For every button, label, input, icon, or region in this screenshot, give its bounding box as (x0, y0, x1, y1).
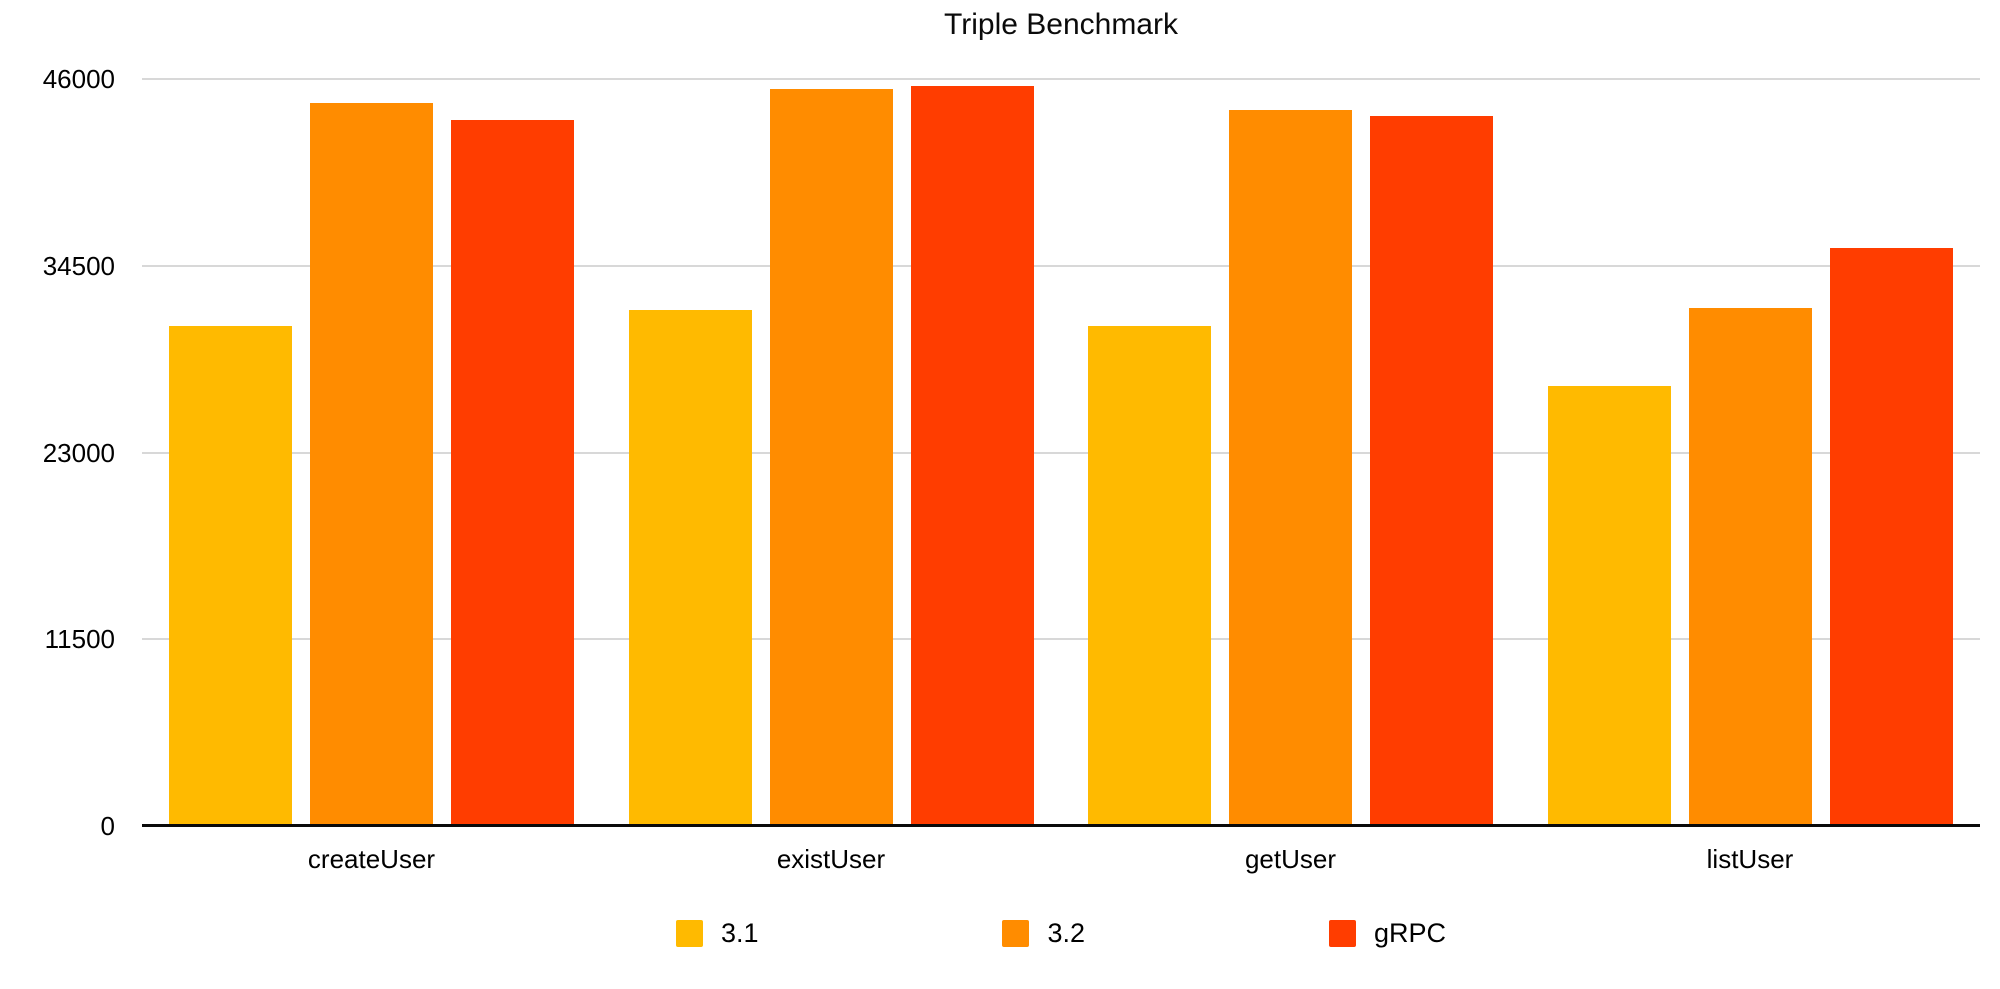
legend-item-3.2: 3.2 (1002, 918, 1085, 949)
chart-title: Triple Benchmark (944, 8, 1178, 41)
legend-swatch-icon (1329, 920, 1357, 947)
x-axis-label-getUser: getUser (1244, 844, 1337, 874)
bar-listUser-3.2 (1688, 307, 1812, 826)
legend: 3.1 3.2 gRPC (142, 918, 1980, 949)
x-axis-label-createUser: createUser (307, 844, 436, 874)
legend-item-gRPC: gRPC (1329, 918, 1446, 949)
y-tick-label: 0 (100, 811, 115, 841)
bar-createUser-gRPC (451, 119, 575, 826)
bar-createUser-3.1 (169, 325, 293, 826)
bar-listUser-3.1 (1547, 385, 1671, 826)
bar-getUser-gRPC (1370, 116, 1494, 826)
bar-existUser-3.1 (628, 309, 752, 826)
y-tick-label: 23000 (42, 437, 115, 468)
gridline-23000 (142, 451, 1980, 454)
gridline-34500 (142, 264, 1980, 267)
y-tick-label: 34500 (42, 250, 115, 281)
legend-swatch-icon (675, 920, 703, 947)
legend-label: 3.1 (720, 918, 759, 948)
bar-existUser-gRPC (910, 85, 1034, 826)
gridline-46000 (142, 78, 1980, 80)
bar-getUser-3.1 (1088, 325, 1212, 826)
y-tick-label: 11500 (44, 624, 115, 655)
plot-area: 0 11500 23000 34500 46000 (43, 66, 1980, 839)
bar-createUser-3.2 (310, 103, 434, 826)
bar-existUser-3.2 (769, 88, 893, 826)
bar-getUser-3.2 (1229, 109, 1353, 826)
x-axis-label-listUser: listUser (1706, 844, 1794, 874)
legend-label: 3.2 (1047, 918, 1086, 948)
x-axis-line (142, 824, 1980, 827)
gridline-11500 (142, 638, 1980, 641)
x-axis-label-existUser: existUser (776, 844, 886, 874)
bar-listUser-gRPC (1829, 247, 1953, 826)
x-axis-labels: createUser existUser getUser listUser (142, 840, 1980, 880)
legend-item-3.1: 3.1 (675, 918, 759, 949)
legend-label: gRPC (1374, 918, 1447, 948)
y-tick-label: 46000 (42, 64, 115, 94)
legend-swatch-icon (1002, 920, 1030, 947)
